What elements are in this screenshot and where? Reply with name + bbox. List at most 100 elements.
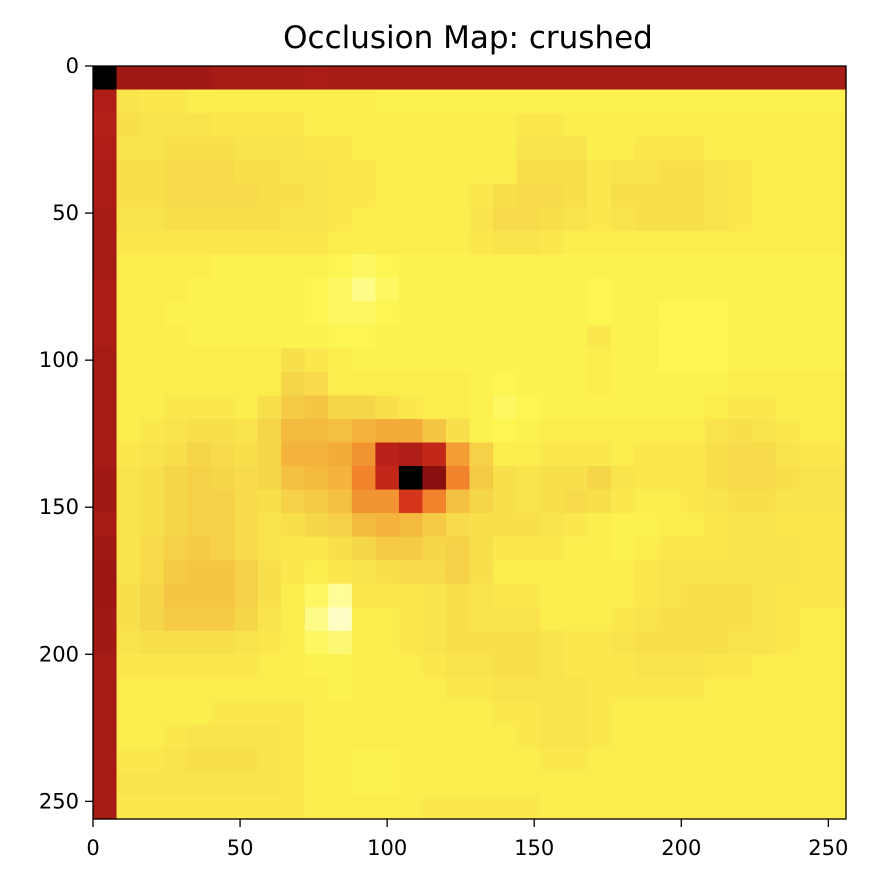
heatmap-cell	[798, 160, 824, 185]
heatmap-cell	[398, 324, 424, 349]
heatmap-cell	[187, 348, 212, 373]
heatmap-cell	[493, 583, 518, 608]
heatmap-cell	[116, 371, 141, 397]
heatmap-cell	[210, 701, 235, 726]
heatmap-cell	[610, 583, 635, 608]
heatmap-cell	[587, 89, 612, 114]
heatmap-cell	[587, 701, 612, 726]
heatmap-cell	[422, 748, 447, 773]
heatmap-cell	[587, 277, 612, 302]
heatmap-cell	[163, 771, 188, 797]
heatmap-cell	[304, 536, 329, 561]
heatmap-cell	[116, 677, 141, 702]
heatmap-cell	[116, 630, 141, 655]
heatmap-cell	[187, 301, 212, 326]
heatmap-cell	[634, 324, 659, 349]
heatmap-cell	[540, 89, 565, 114]
heatmap-cell	[351, 348, 376, 373]
heatmap-cell	[281, 113, 306, 138]
heatmap-cell	[398, 748, 424, 773]
heatmap-cell	[445, 560, 471, 585]
heatmap-cell	[210, 160, 235, 185]
heatmap-cell	[822, 395, 847, 420]
heatmap-cell	[375, 160, 400, 185]
heatmap-cell	[563, 654, 588, 679]
heatmap-cell	[304, 301, 329, 326]
heatmap-cell	[798, 230, 824, 255]
heatmap-cell	[798, 654, 824, 679]
heatmap-cell	[728, 395, 753, 420]
heatmap-cell	[163, 136, 188, 161]
heatmap-cell	[493, 254, 518, 279]
heatmap-cell	[140, 301, 165, 326]
heatmap-cell	[587, 677, 612, 702]
heatmap-cell	[610, 795, 635, 820]
heatmap-cell	[140, 513, 165, 538]
heatmap-cell	[140, 254, 165, 279]
heatmap-cell	[257, 348, 282, 373]
heatmap-cell	[163, 489, 188, 514]
heatmap-cell	[140, 442, 165, 467]
heatmap-cell	[540, 560, 565, 585]
heatmap-cell	[351, 66, 376, 91]
heatmap-cell	[516, 348, 541, 373]
heatmap-cell	[422, 301, 447, 326]
heatmap-cell	[328, 254, 353, 279]
heatmap-cell	[563, 795, 588, 820]
heatmap-cell	[610, 654, 635, 679]
heatmap-cell	[657, 466, 682, 491]
heatmap-cell	[775, 536, 800, 561]
heatmap-cell	[634, 701, 659, 726]
heatmap-cell	[422, 560, 447, 585]
heatmap-cell	[704, 230, 729, 255]
heatmap-cell	[469, 66, 494, 91]
heatmap-cell	[634, 66, 659, 91]
heatmap-cell	[187, 771, 212, 797]
heatmap-cell	[281, 160, 306, 185]
x-tick-label: 200	[661, 836, 701, 860]
heatmap-cell	[469, 489, 494, 514]
heatmap-cell	[140, 607, 165, 632]
heatmap-cell	[540, 113, 565, 138]
heatmap-cell	[445, 113, 471, 138]
heatmap-cell	[516, 701, 541, 726]
heatmap-cell	[493, 489, 518, 514]
heatmap-cell	[563, 724, 588, 750]
heatmap-cell	[375, 513, 400, 538]
heatmap-cell	[351, 324, 376, 349]
heatmap-cell	[281, 536, 306, 561]
heatmap-cell	[281, 348, 306, 373]
heatmap-cell	[610, 66, 635, 91]
heatmap-cell	[257, 113, 282, 138]
heatmap-cell	[798, 254, 824, 279]
heatmap-cell	[375, 89, 400, 114]
heatmap-cell	[163, 113, 188, 138]
heatmap-cell	[751, 630, 777, 655]
heatmap-cell	[210, 89, 235, 114]
heatmap-cell	[304, 442, 329, 467]
heatmap-cell	[704, 371, 729, 397]
heatmap-cell	[469, 560, 494, 585]
heatmap-cell	[822, 230, 847, 255]
heatmap-cell	[375, 701, 400, 726]
heatmap-cell	[328, 136, 353, 161]
heatmap-cell	[587, 630, 612, 655]
heatmap-cell	[493, 513, 518, 538]
heatmap-cell	[516, 113, 541, 138]
heatmap-cell	[445, 630, 471, 655]
heatmap-cell	[187, 371, 212, 397]
heatmap-cell	[328, 654, 353, 679]
heatmap-cell	[328, 489, 353, 514]
heatmap-cell	[822, 183, 847, 208]
heatmap-cell	[563, 254, 588, 279]
heatmap-cell	[422, 89, 447, 114]
heatmap-cell	[445, 513, 471, 538]
heatmap-cell	[398, 771, 424, 797]
heatmap-cell	[398, 301, 424, 326]
heatmap-cell	[540, 654, 565, 679]
heatmap-cell	[493, 654, 518, 679]
x-tick-label: 250	[808, 836, 848, 860]
heatmap-cell	[798, 89, 824, 114]
heatmap-cell	[540, 748, 565, 773]
heatmap-cell	[516, 230, 541, 255]
